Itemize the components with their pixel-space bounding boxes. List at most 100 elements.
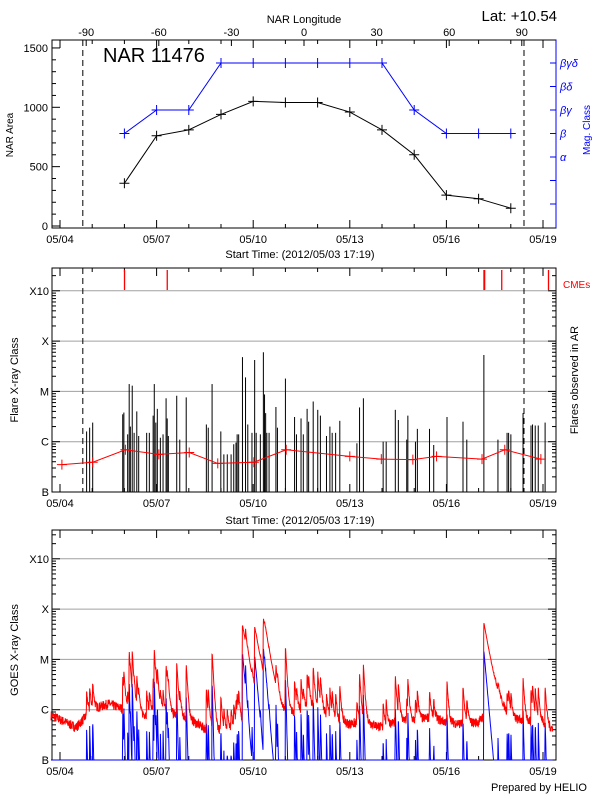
mag-class-point bbox=[473, 128, 484, 139]
y-tick-label: X10 bbox=[29, 286, 49, 298]
mag-class-point bbox=[409, 105, 420, 115]
x-tick-label: 05/19 bbox=[529, 234, 557, 246]
region-title: NAR 11476 bbox=[103, 45, 205, 67]
top-axis-tick-label: -90 bbox=[78, 27, 94, 39]
y-tick-label: 0 bbox=[42, 221, 48, 233]
top-axis-tick-label: 30 bbox=[370, 27, 382, 39]
area-series-line bbox=[123, 100, 511, 209]
y-tick-label: 1000 bbox=[24, 102, 48, 114]
y-tick-label: M bbox=[40, 654, 49, 666]
panel2-y-label: Flare X-ray Class bbox=[9, 337, 21, 422]
x-tick-label: 05/16 bbox=[433, 234, 461, 246]
mag-class-point bbox=[119, 128, 130, 139]
x-tick-label: 05/16 bbox=[433, 498, 461, 510]
x-tick-label: 05/13 bbox=[336, 234, 364, 246]
mag-class-tick-label: α bbox=[560, 152, 567, 164]
y-tick-label: B bbox=[42, 487, 49, 499]
x-tick-label: 05/19 bbox=[529, 766, 557, 778]
panel3-frame bbox=[51, 529, 557, 761]
mag-class-point bbox=[151, 105, 162, 115]
mag-class-point bbox=[248, 58, 259, 68]
x-tick-label: 05/04 bbox=[46, 234, 74, 246]
y-tick-label: C bbox=[41, 437, 49, 449]
x-tick-label: 05/07 bbox=[143, 234, 171, 246]
area-point bbox=[409, 149, 420, 160]
mag-class-point bbox=[216, 58, 226, 68]
mag-class-tick-label: βγ bbox=[559, 105, 573, 117]
x-tick-label: 05/07 bbox=[143, 498, 171, 510]
top-axis-tick-label: -30 bbox=[223, 27, 239, 39]
goes-long-channel-line bbox=[50, 618, 554, 734]
panel2-frame bbox=[51, 267, 557, 493]
panel1-y-label: NAR Area bbox=[5, 112, 16, 157]
latitude-label: Lat: +10.54 bbox=[482, 8, 557, 25]
ar-flare-level-point bbox=[344, 451, 355, 462]
y-tick-label: X10 bbox=[29, 554, 49, 566]
ar-flare-level-point bbox=[499, 444, 510, 455]
mag-class-point bbox=[505, 128, 516, 139]
area-point bbox=[280, 97, 291, 108]
area-point bbox=[183, 124, 194, 135]
top-axis-title: NAR Longitude bbox=[267, 14, 342, 26]
mag-class-tick-label: βγδ bbox=[559, 58, 579, 70]
ar-flare-level-point bbox=[477, 454, 488, 465]
x-tick-label: 05/10 bbox=[239, 766, 267, 778]
y-tick-label: X bbox=[42, 604, 50, 616]
ar-flare-level-point bbox=[87, 457, 98, 468]
area-point bbox=[216, 109, 226, 120]
ar-flare-level-point bbox=[431, 451, 442, 462]
panel2-y2-label: Flares observed in AR bbox=[569, 326, 581, 434]
mag-class-point bbox=[441, 128, 452, 139]
top-axis-tick-label: -60 bbox=[151, 27, 167, 39]
top-axis-tick-label: 90 bbox=[516, 27, 528, 39]
x-tick-label: 05/19 bbox=[529, 498, 557, 510]
x-tick-label: 05/04 bbox=[46, 766, 74, 778]
ar-flare-level-point bbox=[56, 459, 67, 470]
area-point bbox=[119, 178, 130, 189]
area-point bbox=[473, 193, 484, 204]
ar-flare-level-point bbox=[407, 454, 418, 465]
x-tick-label: 05/16 bbox=[433, 766, 461, 778]
ar-flare-level-point bbox=[212, 458, 223, 469]
mag-class-tick-label: βδ bbox=[559, 82, 573, 94]
mag-class-point bbox=[377, 58, 387, 68]
area-point bbox=[505, 203, 516, 214]
ar-flare-level-point bbox=[248, 457, 259, 468]
ar-flare-level-point bbox=[376, 454, 387, 465]
x-tick-label: 05/10 bbox=[239, 498, 267, 510]
ar-flare-level-point bbox=[535, 454, 546, 465]
ar-flare-level-point bbox=[281, 444, 292, 455]
panel2-x-label: Start Time: (2012/05/03 17:19) bbox=[225, 515, 374, 527]
area-point bbox=[377, 124, 387, 135]
x-tick-label: 05/04 bbox=[46, 498, 74, 510]
credit-label: Prepared by HELIO bbox=[491, 782, 587, 794]
ar-flare-level-point bbox=[153, 449, 164, 460]
y-tick-label: C bbox=[41, 705, 49, 717]
area-point bbox=[312, 97, 323, 108]
y-tick-label: X bbox=[42, 336, 50, 348]
x-tick-label: 05/07 bbox=[143, 766, 171, 778]
mag-class-point bbox=[312, 58, 323, 68]
y-tick-label: B bbox=[42, 755, 49, 767]
y-tick-label: M bbox=[40, 386, 49, 398]
mag-class-point bbox=[344, 58, 355, 68]
cme-label: CMEs bbox=[563, 280, 590, 291]
mag-class-point bbox=[183, 105, 194, 115]
x-tick-label: 05/13 bbox=[336, 766, 364, 778]
panel1-x-label: Start Time: (2012/05/03 17:19) bbox=[225, 249, 374, 261]
top-axis-tick-label: 60 bbox=[443, 27, 455, 39]
x-tick-label: 05/13 bbox=[336, 498, 364, 510]
mag-class-point bbox=[280, 58, 291, 68]
area-point bbox=[248, 96, 259, 107]
x-tick-label: 05/10 bbox=[239, 234, 267, 246]
mag-class-tick-label: β bbox=[559, 129, 567, 141]
goes-short-channel-line bbox=[51, 648, 553, 761]
panel3-y-label: GOES X-ray Class bbox=[9, 604, 21, 696]
y-tick-label: 1500 bbox=[24, 43, 48, 55]
area-point bbox=[344, 107, 355, 118]
y-tick-label: 500 bbox=[30, 162, 48, 174]
panel1-y2-label: Mag. Class bbox=[582, 105, 593, 155]
area-point bbox=[151, 130, 162, 141]
